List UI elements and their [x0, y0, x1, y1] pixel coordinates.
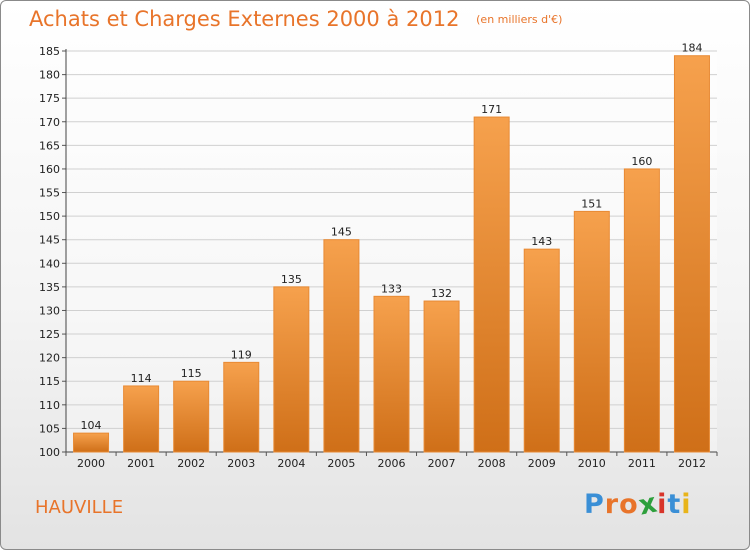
data-label-2010: 151	[581, 197, 602, 210]
bar-2009	[523, 248, 560, 453]
chart-title-text: Achats et Charges Externes 2000 à 2012	[29, 7, 460, 31]
y-tick-label: 175	[39, 92, 60, 105]
location-name: HAUVILLE	[35, 497, 124, 518]
data-label-2009: 143	[531, 235, 552, 248]
bar-2005	[323, 239, 360, 453]
logo-letter: i	[657, 489, 668, 520]
x-tick-label-2007: 2007	[428, 457, 456, 470]
data-label-2003: 119	[231, 348, 252, 361]
x-tick-label-2003: 2003	[227, 457, 255, 470]
x-tick-label-2005: 2005	[327, 457, 355, 470]
y-tick-label: 165	[39, 139, 60, 152]
y-tick-label: 115	[39, 375, 60, 388]
y-tick-label: 110	[39, 399, 60, 412]
bar-2000	[73, 432, 110, 453]
bar-2006	[373, 295, 410, 453]
logo-letter: P	[584, 489, 605, 520]
logo-letter: t	[667, 489, 682, 520]
y-tick-label: 140	[39, 257, 60, 270]
data-label-2007: 132	[431, 287, 452, 300]
x-tick-label-2010: 2010	[578, 457, 606, 470]
data-label-2002: 115	[181, 367, 202, 380]
bar-2002	[173, 380, 210, 453]
y-tick-label: 180	[39, 69, 60, 82]
bar-2003	[223, 361, 260, 453]
data-label-2005: 145	[331, 226, 352, 239]
x-tick-label-2012: 2012	[678, 457, 706, 470]
x-tick-label-2011: 2011	[628, 457, 656, 470]
y-tick-label: 185	[39, 45, 60, 58]
data-label-2006: 133	[381, 282, 402, 295]
y-tick-label: 135	[39, 281, 60, 294]
data-label-2011: 160	[631, 155, 652, 168]
x-tick-label-2009: 2009	[528, 457, 556, 470]
bar-2011	[623, 168, 660, 453]
data-label-2001: 114	[131, 372, 152, 385]
bar-2012	[673, 55, 710, 453]
y-tick-label: 130	[39, 304, 60, 317]
chart-unit: (en milliers d'€)	[476, 13, 563, 26]
bar-2004	[273, 286, 310, 453]
x-tick-label-2001: 2001	[127, 457, 155, 470]
y-tick-label: 150	[39, 210, 60, 223]
logo-letter: i	[681, 489, 692, 520]
bar-2001	[123, 385, 160, 453]
bar-2008	[473, 116, 510, 453]
data-label-2008: 171	[481, 103, 502, 116]
proxiti-logo: Proxiti	[584, 487, 692, 521]
data-label-2012: 184	[681, 42, 702, 55]
logo-letter: o	[619, 489, 639, 520]
x-tick-label-2004: 2004	[277, 457, 305, 470]
y-tick-label: 155	[39, 187, 60, 200]
x-tick-label-2008: 2008	[478, 457, 506, 470]
chart-title: Achats et Charges Externes 2000 à 2012 (…	[29, 7, 562, 31]
bar-2007	[423, 300, 460, 453]
y-tick-label: 145	[39, 234, 60, 247]
y-tick-label: 160	[39, 163, 60, 176]
data-label-2004: 135	[281, 273, 302, 286]
y-tick-label: 125	[39, 328, 60, 341]
x-tick-label-2000: 2000	[77, 457, 105, 470]
logo-letter: r	[604, 489, 620, 520]
y-tick-label: 100	[39, 446, 60, 459]
x-tick-label-2006: 2006	[378, 457, 406, 470]
y-tick-label: 120	[39, 352, 60, 365]
data-label-2000: 104	[81, 419, 102, 432]
y-tick-label: 105	[39, 422, 60, 435]
x-tick-label-2002: 2002	[177, 457, 205, 470]
bar-2010	[573, 210, 610, 453]
y-tick-label: 170	[39, 116, 60, 129]
